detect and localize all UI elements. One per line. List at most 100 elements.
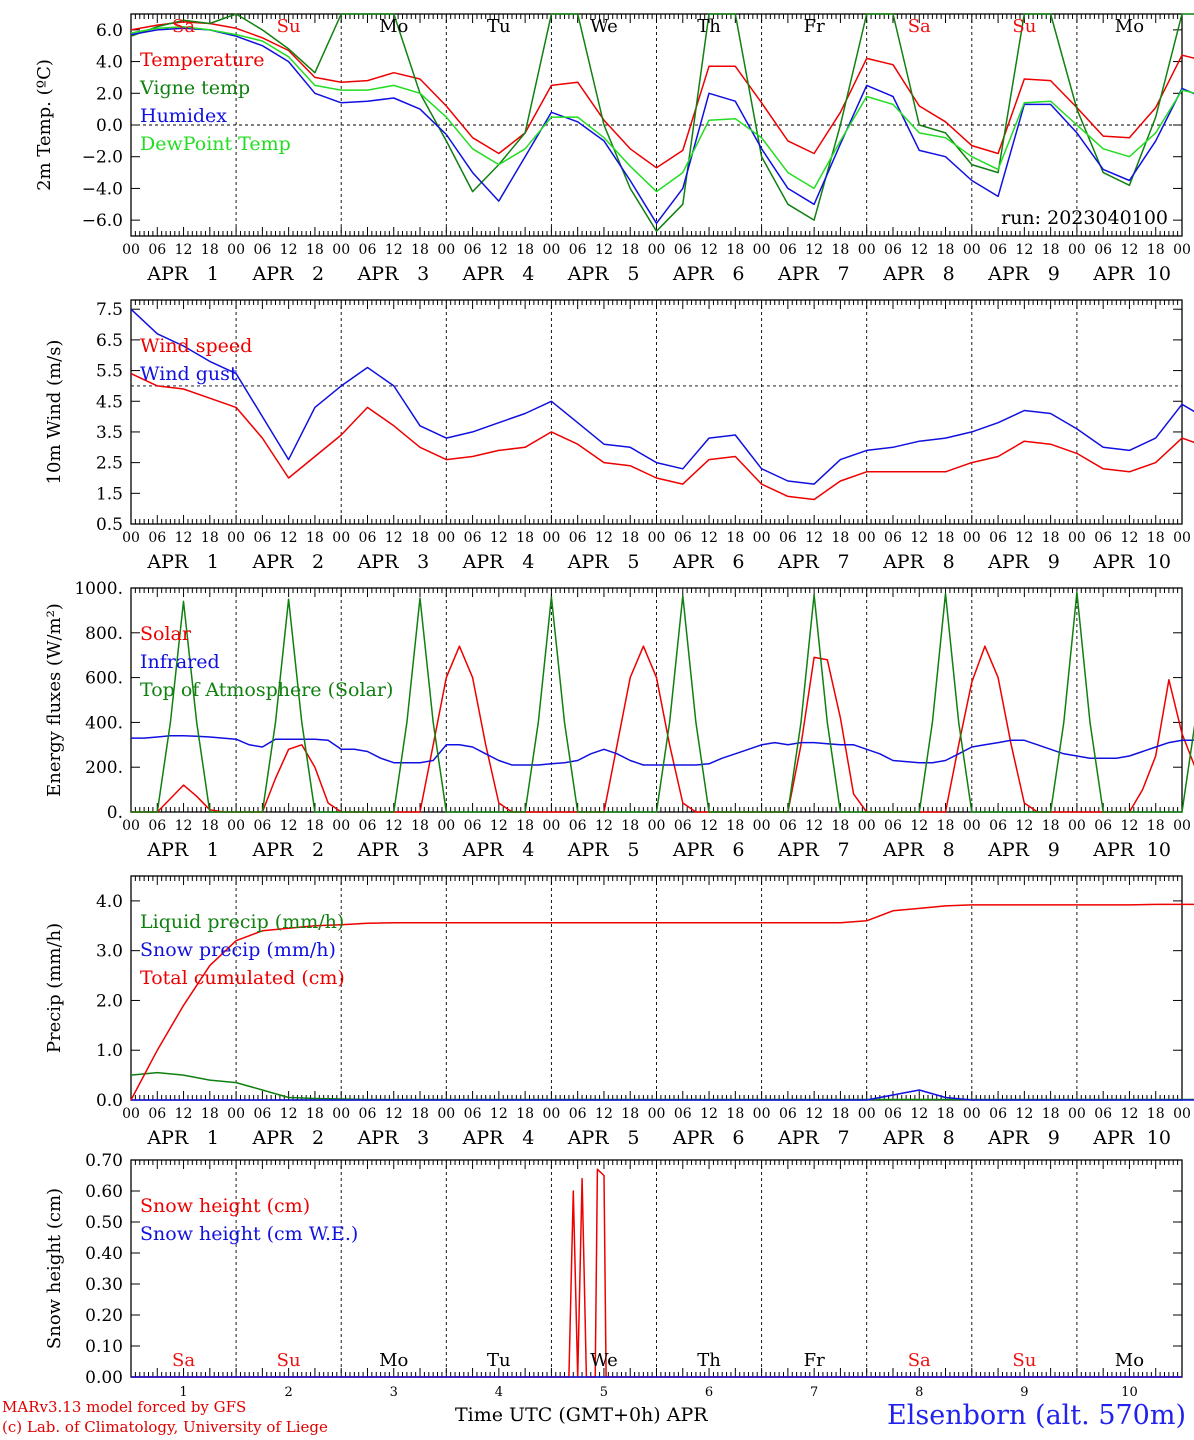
y-tick-label: 1.5 [96,484,123,504]
hour-tick-label: 06 [884,530,902,546]
hour-tick-label: 12 [1015,818,1033,834]
legend-entry: Temperature [140,49,264,71]
y-tick-label: 0.50 [85,1213,123,1233]
y-axis-label: Precip (mm/h) [44,923,65,1053]
hour-tick-label: 00 [227,1106,245,1122]
hour-tick-label: 00 [332,530,350,546]
day-name: Su [277,16,301,37]
hour-tick-label: 12 [910,242,928,258]
hour-tick-label: 12 [1015,530,1033,546]
y-tick-label: 0.10 [85,1337,123,1357]
hour-tick-label: 12 [595,818,613,834]
date-label: 3 [417,263,429,285]
y-tick-label: 0.70 [85,1151,123,1171]
hour-tick-label: 18 [937,1106,955,1122]
date-label: 6 [732,551,744,573]
series-humidex [130,27,1194,225]
day-name: Mo [379,16,408,37]
date-label: 4 [522,551,534,573]
date-label: 4 [522,263,534,285]
hour-tick-label: 00 [542,1106,560,1122]
hour-tick-label: 00 [753,530,771,546]
y-tick-label: 6.0 [96,21,123,41]
hour-tick-label: 12 [175,818,193,834]
hour-tick-label: 06 [253,530,271,546]
y-tick-label: −2.0 [82,148,123,168]
day-name: Th [697,16,721,37]
y-tick-label: 5.5 [96,362,123,382]
hour-tick-label: 18 [411,818,429,834]
day-name: Su [1012,16,1036,37]
hour-tick-label: 06 [359,242,377,258]
hour-tick-label: 00 [1173,242,1191,258]
hour-tick-label: 00 [542,242,560,258]
y-tick-label: 600. [85,669,123,689]
hour-tick-label: 12 [700,530,718,546]
legend-entry: Liquid precip (mm/h) [140,911,344,933]
date-label: 1 [207,551,219,573]
series-infrared [131,735,1194,766]
legend-entry: Humidex [140,105,227,127]
hour-tick-label: 06 [569,1106,587,1122]
legend-entry: Snow precip (mm/h) [140,939,336,961]
day-name: Mo [379,1350,408,1371]
run-annotation: run: 2023040100 [1001,207,1168,229]
hour-tick-label: 12 [805,1106,823,1122]
y-tick-label: 3.5 [96,423,123,443]
y-tick-label: −4.0 [82,179,123,199]
date-label: 1 [179,1385,187,1400]
month-label: APR [462,1127,505,1149]
month-label: APR [146,839,189,861]
hour-tick-label: 06 [253,242,271,258]
month-label: APR [987,839,1030,861]
y-tick-label: 0.20 [85,1306,123,1326]
date-label: 5 [627,263,639,285]
hour-tick-label: 00 [122,530,140,546]
y-tick-label: 2.0 [96,84,123,104]
date-label: 6 [732,1127,744,1149]
month-label: APR [882,263,925,285]
hour-tick-label: 00 [753,818,771,834]
hour-tick-label: 06 [1094,818,1112,834]
date-label: 2 [312,551,324,573]
hour-tick-label: 06 [674,818,692,834]
panel-1: −6.0 −4.0 −2.0 0.0 2.0 4.0 6.0 2m Temp. (ºC) Tem… [34,13,1194,285]
hour-tick-label: 18 [411,530,429,546]
date-label: 3 [417,1127,429,1149]
hour-tick-label: 00 [858,1106,876,1122]
month-label: APR [672,839,715,861]
hour-tick-label: 12 [700,242,718,258]
month-label: APR [251,1127,294,1149]
legend-entry: DewPoint Temp [140,133,291,155]
date-label: 4 [495,1385,503,1400]
hour-tick-label: 12 [910,530,928,546]
hour-tick-label: 06 [148,1106,166,1122]
hour-tick-label: 12 [1121,818,1139,834]
date-label: 7 [838,839,850,861]
hour-tick-label: 12 [490,818,508,834]
hour-tick-label: 18 [1147,818,1165,834]
date-label: 2 [312,1127,324,1149]
date-label: 3 [417,839,429,861]
hour-tick-label: 06 [569,242,587,258]
month-label: APR [462,263,505,285]
legend-entry: Snow height (cm) [140,1195,310,1217]
series-wind-gust [130,308,1194,485]
hour-tick-label: 18 [726,530,744,546]
hour-tick-label: 06 [779,1106,797,1122]
month-label: APR [1092,551,1135,573]
hour-tick-label: 18 [1042,1106,1060,1122]
hour-tick-label: 18 [201,818,219,834]
hour-tick-label: 00 [437,530,455,546]
hour-tick-label: 00 [963,1106,981,1122]
hour-tick-label: 12 [280,530,298,546]
hour-tick-label: 18 [621,1106,639,1122]
month-label: APR [672,551,715,573]
date-label: 5 [627,839,639,861]
series-total-cumulated-cm [130,903,1194,1101]
hour-tick-label: 12 [1015,242,1033,258]
month-label: APR [251,839,294,861]
hour-tick-label: 12 [280,1106,298,1122]
hour-tick-label: 06 [253,818,271,834]
lab-credit: (c) Lab. of Climatology, University of L… [2,1418,328,1436]
